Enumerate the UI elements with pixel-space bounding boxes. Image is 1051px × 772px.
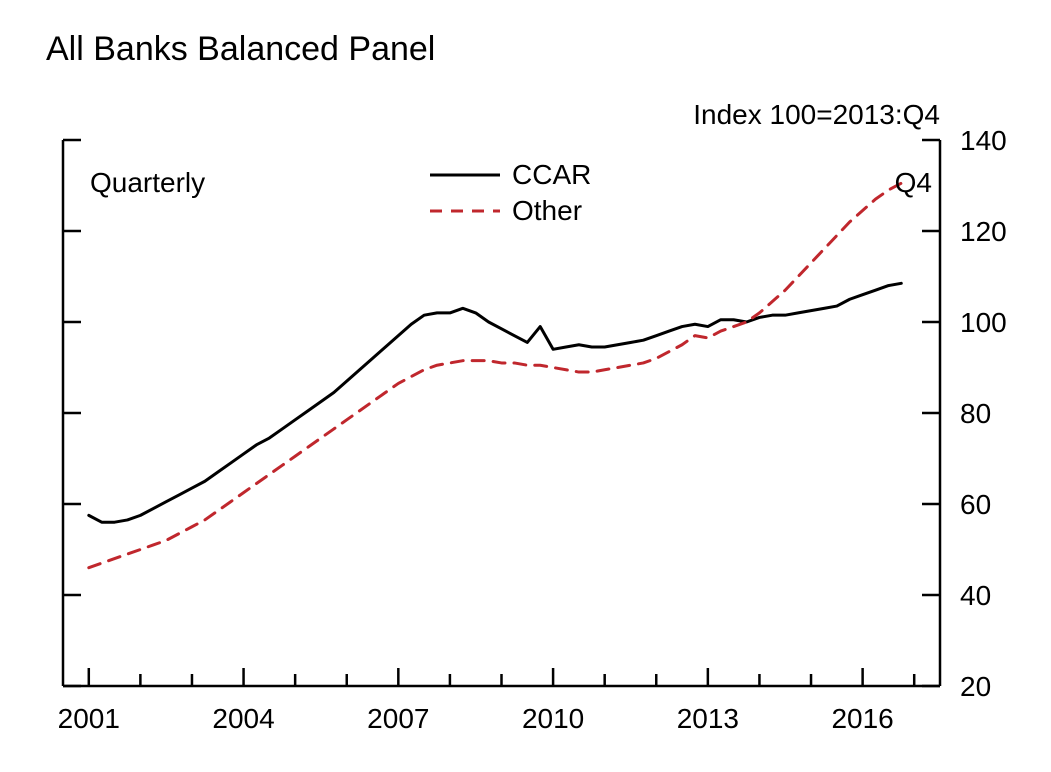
y-tick-label: 40 (960, 580, 991, 611)
y-tick-label: 60 (960, 489, 991, 520)
y-tick-label: 100 (960, 307, 1007, 338)
x-tick-label: 2007 (367, 703, 429, 734)
legend: CCAR Other (430, 159, 591, 226)
x-tick-label: 2001 (58, 703, 120, 734)
series-group (89, 183, 902, 567)
legend-label-ccar: CCAR (512, 159, 591, 190)
y-tick-label: 120 (960, 216, 1007, 247)
legend-label-other: Other (512, 195, 582, 226)
note-q4: Q4 (895, 167, 932, 198)
x-tick-label: 2016 (831, 703, 893, 734)
y-tick-label: 80 (960, 398, 991, 429)
x-tick-label: 2013 (677, 703, 739, 734)
y-tick-label: 140 (960, 125, 1007, 156)
chart-subtitle: Index 100=2013:Q4 (693, 99, 940, 130)
chart-container: All Banks Balanced Panel Index 100=2013:… (0, 0, 1051, 772)
x-axis-ticks: 2001 2004 2007 2010 2013 2016 (58, 668, 915, 734)
series-ccar (89, 283, 902, 522)
x-tick-label: 2010 (522, 703, 584, 734)
x-tick-label: 2004 (212, 703, 274, 734)
y-tick-label: 20 (960, 671, 991, 702)
series-other (89, 183, 902, 567)
chart-title: All Banks Balanced Panel (46, 30, 435, 68)
axis-frame (63, 140, 940, 686)
note-quarterly: Quarterly (90, 167, 205, 198)
chart-svg: All Banks Balanced Panel Index 100=2013:… (0, 0, 1051, 772)
